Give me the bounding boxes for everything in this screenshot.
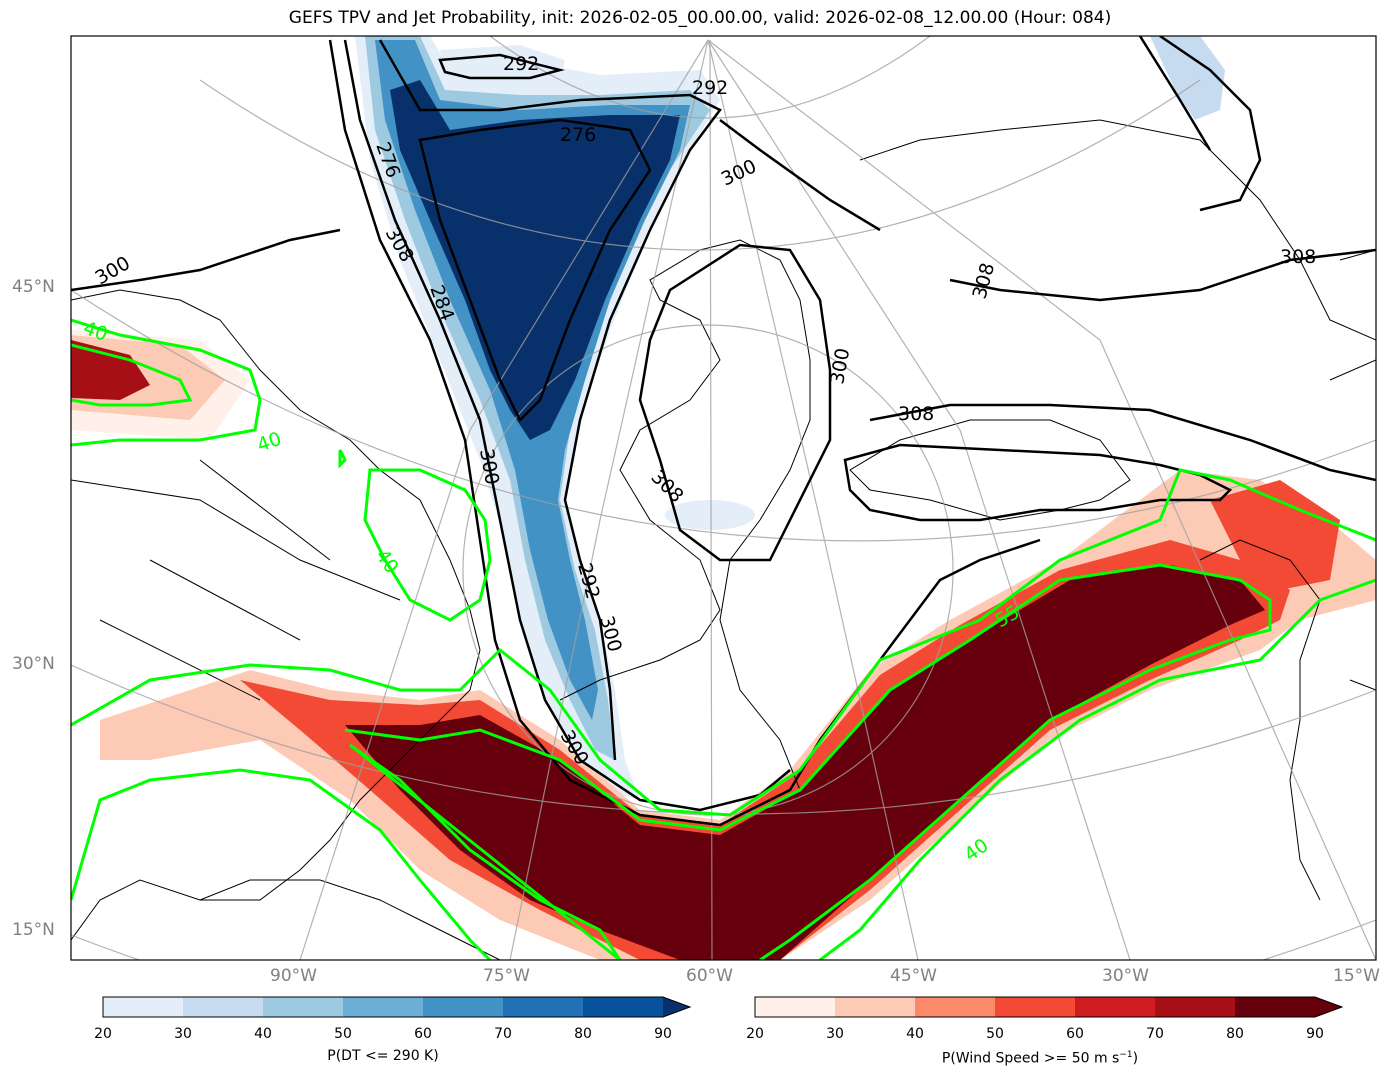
labrador-shade (665, 500, 755, 530)
wind-tick: 40 (906, 1026, 924, 1042)
lon-label-30w: 30°W (1102, 966, 1149, 986)
dt-tick: 90 (654, 1026, 672, 1042)
colorbar-dt (102, 996, 692, 1018)
meridian-15w (707, 39, 1376, 960)
wind-label-suffix: ) (1132, 1050, 1139, 1067)
colorbar-wind (754, 996, 1344, 1018)
theta-label: 292 (692, 77, 728, 99)
dt-tick: 70 (494, 1026, 512, 1042)
jet-shade-west-core (71, 340, 150, 400)
wind-tick: 50 (986, 1026, 1004, 1042)
wind-colorbar-label: P(Wind Speed >= 50 m s−1) (740, 1050, 1340, 1067)
theta-contours (71, 36, 1376, 827)
lon-label-45w: 45°W (890, 966, 937, 986)
theta-contour-300 (71, 39, 881, 812)
wind-label-prefix: P(Wind Speed >= 50 m s (941, 1050, 1120, 1067)
circle-inner (462, 324, 954, 816)
wind-tick: 60 (1066, 1026, 1084, 1042)
dt-tick: 50 (334, 1026, 352, 1042)
theta-contour-greenland (1138, 36, 1262, 212)
theta-label: 292 (503, 53, 539, 75)
wind-contour-40-west (71, 318, 262, 447)
wind-label-sup: −1 (1119, 1050, 1133, 1060)
parallel-75n (489, 36, 931, 119)
wind-contour-40-inner (71, 343, 193, 407)
meridian-75w (509, 39, 709, 960)
meridian-45w (707, 39, 919, 960)
wind-tick: 70 (1146, 1026, 1164, 1042)
coastlines (71, 119, 1376, 960)
dt-colorbar-label: P(DT <= 290 K) (327, 1048, 439, 1064)
dt-tick: 20 (94, 1026, 112, 1042)
theta-contour-lab (638, 243, 832, 562)
jet-east-patch (1210, 480, 1340, 590)
wind-contour-40-ontario (363, 468, 492, 622)
lon-label-90w: 90°W (270, 966, 317, 986)
lat-label-15n: 15°N (12, 920, 55, 940)
wind-contour-40-south (819, 578, 1376, 960)
theta-label: 276 (560, 124, 596, 146)
dt-tick: 60 (414, 1026, 432, 1042)
map-frame (70, 35, 1377, 961)
wind-contour-40-main (71, 468, 1376, 960)
northern-shade (440, 45, 565, 80)
tpv-shade-core (390, 80, 680, 440)
lon-label-75w: 75°W (483, 966, 530, 986)
dt-tick: 40 (254, 1026, 272, 1042)
map-area: 292 292 276 284 276 300 308 300 300 308 … (71, 36, 1376, 960)
tpv-probability-shading (355, 36, 1225, 800)
parallel-60n (199, 79, 1201, 251)
theta-contour-north (438, 53, 565, 80)
wind-contour-40-small (338, 449, 347, 469)
theta-label: 308 (1280, 246, 1316, 268)
wind-tick: 90 (1306, 1026, 1324, 1042)
meridian-30w (707, 39, 1131, 960)
dt-tick: 80 (574, 1026, 592, 1042)
plot-title: GEFS TPV and Jet Probability, init: 2026… (288, 8, 1112, 28)
lon-label-15w: 15°W (1333, 966, 1380, 986)
theta-contour-east (843, 443, 1233, 522)
wind-tick: 30 (826, 1026, 844, 1042)
lat-label-45n: 45°N (12, 277, 55, 297)
wind-contours (71, 318, 1376, 960)
theta-contour-308 (328, 39, 1041, 827)
greenland-shade (1150, 36, 1225, 120)
theta-contour-308b (869, 248, 1376, 482)
wind-contour-55-core (344, 563, 1272, 960)
theta-label: 308 (898, 403, 934, 425)
wind-tick: 20 (746, 1026, 764, 1042)
dt-tick: 30 (174, 1026, 192, 1042)
meridian-90w (299, 39, 709, 960)
theta-contour-276 (418, 118, 652, 423)
lon-label-60w: 60°W (686, 966, 733, 986)
theta-contour-292 (378, 39, 722, 761)
wind-tick: 80 (1226, 1026, 1244, 1042)
lat-label-30n: 30°N (12, 654, 55, 674)
